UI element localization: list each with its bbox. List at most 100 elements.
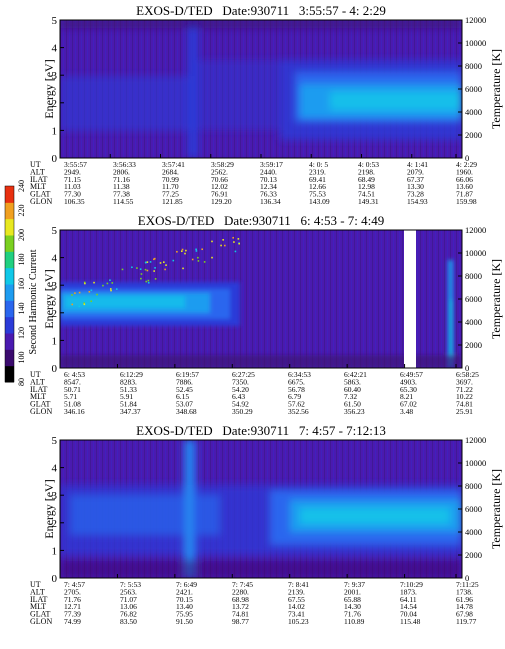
colorbar-label: Second Harmonic Current <box>28 249 39 354</box>
row-label: GLAT <box>30 400 51 409</box>
table-cell: 12.02 <box>211 182 228 191</box>
table-cell: 53.07 <box>176 400 193 409</box>
table-cell: 2562. <box>211 167 228 176</box>
table-cell: 61.96 <box>456 595 473 604</box>
data-point <box>203 261 206 263</box>
table-cell: 83.50 <box>120 617 137 626</box>
table-cell: 3:59:17 <box>260 160 283 169</box>
table-cell: 7: 7:45 <box>232 580 253 589</box>
data-point <box>78 305 81 308</box>
panel-2-y2label: Temperature [K] <box>489 259 503 339</box>
row-label: ALT <box>30 167 45 176</box>
table-cell: 6: 4:53 <box>64 370 85 379</box>
table-cell: 8.21 <box>400 392 413 401</box>
panel-3: EXOS-D/TED Date:930711 7: 4:57 - 7:12:13… <box>30 423 503 626</box>
colorbar-tick-label: 200 <box>17 229 26 241</box>
table-cell: 71.15 <box>64 175 81 184</box>
colorbar-tick-label: 160 <box>17 278 26 290</box>
table-cell: 4: 0:53 <box>358 160 379 169</box>
panel-2-axes: 0 1 2 3 4 5 0 2000 4000 6000 8000 10000 12000 <box>52 225 487 375</box>
table-cell: 7:10:29 <box>400 580 423 589</box>
table-cell: 74.81 <box>456 400 473 409</box>
data-point <box>146 269 149 272</box>
y-tick-label: 0 <box>52 573 58 585</box>
table-cell: 76.91 <box>211 190 228 199</box>
table-cell: 69.41 <box>309 175 326 184</box>
data-point <box>136 267 138 269</box>
table-cell: 2421. <box>176 587 193 596</box>
y2-tick-label: 12000 <box>465 225 486 235</box>
table-cell: 7: 9:37 <box>344 580 365 589</box>
y2-tick-label: 0 <box>465 363 469 373</box>
data-point <box>211 240 213 243</box>
data-point <box>78 291 81 294</box>
table-cell: 4: 0: 5 <box>309 160 328 169</box>
table-cell: 154.93 <box>407 197 428 206</box>
data-point <box>197 256 199 259</box>
colorbar-segment <box>5 300 14 318</box>
table-cell: 64.11 <box>400 595 417 604</box>
table-cell: 13.40 <box>176 602 193 611</box>
data-point <box>147 279 150 282</box>
table-cell: 7: 6:49 <box>176 580 197 589</box>
row-label: GLAT <box>30 610 51 619</box>
table-cell: 3.48 <box>400 407 413 416</box>
colorbar: 80 100 120 140 160 180 200 220 240 Second Harmoni… <box>4 180 39 386</box>
table-cell: 51.08 <box>64 400 81 409</box>
table-cell: 11.70 <box>162 182 179 191</box>
data-point <box>144 261 147 264</box>
panel-3-title: EXOS-D/TED Date:930711 7: 4:57 - 7:12:13 <box>136 423 386 438</box>
data-point <box>121 268 124 271</box>
data-point <box>93 281 95 284</box>
table-cell: 115.48 <box>400 617 421 626</box>
table-cell: 75.95 <box>176 610 193 619</box>
table-cell: 13.06 <box>120 602 137 611</box>
table-cell: 74.51 <box>358 190 375 199</box>
data-point <box>102 284 104 287</box>
data-point <box>110 289 112 292</box>
table-cell: 70.04 <box>400 610 417 619</box>
panel-2-ylabel: Energy [eV] <box>42 269 56 328</box>
table-cell: 4: 1:41 <box>407 160 428 169</box>
table-cell: 1738. <box>456 587 473 596</box>
colorbar-segment <box>5 251 14 269</box>
y2-tick-label: 4000 <box>465 527 482 537</box>
y-tick-label: 3 <box>52 280 58 292</box>
table-cell: 8283. <box>120 377 137 386</box>
table-cell: 5863. <box>344 377 361 386</box>
y2-tick-label: 8000 <box>465 271 482 281</box>
colorbar-segment <box>5 186 14 203</box>
data-point <box>180 250 183 253</box>
row-label: GLAT <box>30 190 51 199</box>
panel-1-heatmap <box>60 20 462 158</box>
table-cell: 1873. <box>400 587 417 596</box>
data-point <box>162 261 165 263</box>
table-cell: 10.22 <box>456 392 473 401</box>
y2-tick-label: 6000 <box>465 294 482 304</box>
row-label: UT <box>30 370 41 379</box>
table-cell: 67.02 <box>400 400 417 409</box>
y-tick-label: 2 <box>52 518 58 530</box>
table-cell: 76.82 <box>120 610 137 619</box>
table-cell: 11.38 <box>113 182 130 191</box>
data-point <box>115 288 118 290</box>
table-cell: 3:55:57 <box>64 160 87 169</box>
data-point <box>165 264 167 266</box>
table-cell: 2139. <box>288 587 305 596</box>
y-tick-label: 2 <box>52 308 58 320</box>
panel-1: EXOS-D/TED Date:930711 3:55:57 - 4: 2:29… <box>30 3 503 206</box>
data-point <box>211 256 213 259</box>
row-label: GLON <box>30 617 52 626</box>
panel-1-ylabel: Energy [eV] <box>42 59 56 118</box>
table-cell: 7350. <box>232 377 249 386</box>
panel-3-axes: 0 1 2 3 4 5 0 2000 4000 6000 8000 10000 12000 <box>52 435 487 585</box>
table-cell: 114.55 <box>113 197 134 206</box>
colorbar-tick-label: 100 <box>17 352 26 364</box>
data-point <box>154 267 156 269</box>
data-point <box>182 267 184 270</box>
data-point <box>233 241 235 243</box>
table-cell: 12.66 <box>309 182 326 191</box>
panel-2-dots <box>71 236 240 308</box>
table-cell: 77.38 <box>113 190 130 199</box>
